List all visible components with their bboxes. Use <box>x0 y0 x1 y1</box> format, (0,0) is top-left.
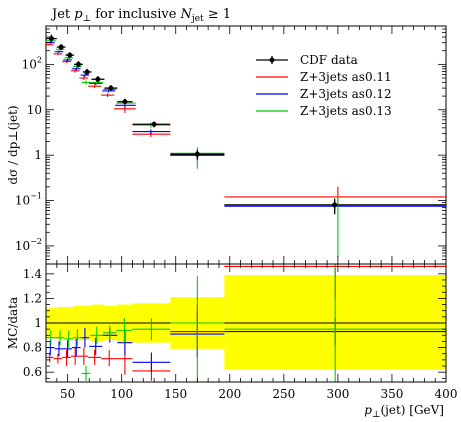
x-tick-label: 100 <box>110 387 133 401</box>
main-y-tick-label: 102 <box>22 55 42 71</box>
cdf-data-point-2 <box>67 52 73 58</box>
ratio-panel-axes: 0.6 0.8 1 1.2 1.4 50 100 150 200 250 300 350 400 <box>23 264 458 401</box>
legend-label-z-3jets-as0-13: Z+3jets as0.13 <box>300 104 392 118</box>
main-panel-frame <box>45 25 447 265</box>
main-y-tick-label: 10−2 <box>15 237 42 253</box>
main-y-tick-label: 1 <box>34 148 42 162</box>
ratio-y-tick-label: 0.8 <box>23 341 42 355</box>
cdf-data-point-4 <box>84 69 90 75</box>
cdf-data-point-1 <box>58 44 64 50</box>
main-y-tick-label: 10 <box>27 103 42 117</box>
ratio-y-tick-label: 0.6 <box>23 365 42 379</box>
legend-label-z-3jets-as0-12: Z+3jets as0.12 <box>300 87 392 101</box>
legend-marker-cdf-data <box>269 57 275 63</box>
cdf-data-point-8 <box>151 121 157 127</box>
cdf-data-point-10 <box>332 202 338 208</box>
x-tick-label: 400 <box>435 387 458 401</box>
cdf-data-point-9 <box>194 151 200 157</box>
ratio-y-tick-label: 1.2 <box>23 291 42 305</box>
x-tick-label: 200 <box>218 387 241 401</box>
ratio-y-axis-label: MC/data <box>6 297 20 349</box>
x-tick-label: 300 <box>326 387 349 401</box>
x-tick-label: 150 <box>164 387 187 401</box>
x-tick-label: 350 <box>380 387 403 401</box>
legend-label-z-3jets-as0-11: Z+3jets as0.11 <box>300 70 392 84</box>
ratio-y-tick-label: 1.4 <box>23 267 42 281</box>
cdf-data-point-3 <box>75 61 81 67</box>
x-axis-label: p⊥(jet) [GeV] <box>364 403 444 420</box>
cdf-data-point-6 <box>108 85 114 91</box>
legend-label-cdf-data: CDF data <box>300 53 358 67</box>
cdf-data-point-7 <box>122 99 128 105</box>
ratio-y-tick-label: 1 <box>34 316 42 330</box>
main-y-tick-label: 10−1 <box>15 192 42 208</box>
plot-title: Jet p⊥ for inclusive Njet ≥ 1 <box>50 7 231 24</box>
main-y-axis-label: dσ / dp⊥(jet) <box>6 105 20 184</box>
main-panel-content <box>46 34 446 258</box>
main-panel-axes: 10−2 10−1 1 10 102 <box>15 25 447 265</box>
x-tick-label: 250 <box>272 387 295 401</box>
ratio-panel-content <box>46 264 446 382</box>
cdf-data-point-5 <box>95 76 101 82</box>
x-tick-label: 50 <box>60 387 75 401</box>
legend: CDF data Z+3jets as0.11 Z+3jets as0.12 Z+3j… <box>256 53 392 118</box>
cdf-data-point-0 <box>48 36 54 42</box>
